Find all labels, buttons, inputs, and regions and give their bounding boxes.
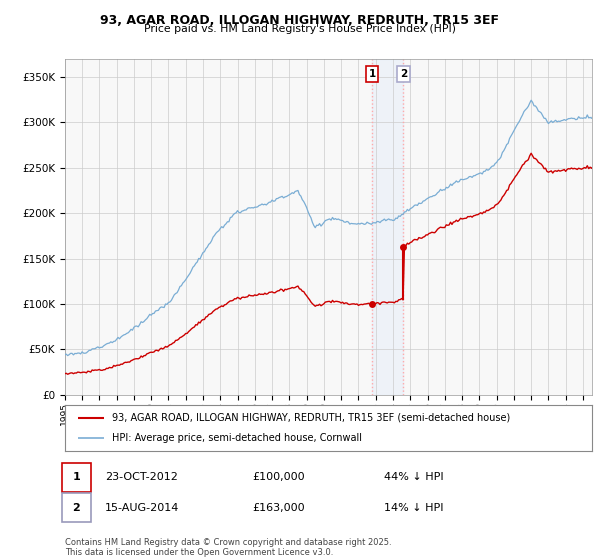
Text: 93, AGAR ROAD, ILLOGAN HIGHWAY, REDRUTH, TR15 3EF: 93, AGAR ROAD, ILLOGAN HIGHWAY, REDRUTH,…: [101, 14, 499, 27]
Text: 93, AGAR ROAD, ILLOGAN HIGHWAY, REDRUTH, TR15 3EF (semi-detached house): 93, AGAR ROAD, ILLOGAN HIGHWAY, REDRUTH,…: [112, 413, 511, 423]
Text: 23-OCT-2012: 23-OCT-2012: [105, 472, 178, 482]
Text: 44% ↓ HPI: 44% ↓ HPI: [384, 472, 443, 482]
Text: 2: 2: [400, 69, 407, 79]
Text: 1: 1: [73, 472, 80, 482]
Text: 1: 1: [368, 69, 376, 79]
Text: £163,000: £163,000: [252, 503, 305, 513]
Text: Contains HM Land Registry data © Crown copyright and database right 2025.
This d: Contains HM Land Registry data © Crown c…: [65, 538, 391, 557]
Text: 2: 2: [73, 503, 80, 513]
Text: £100,000: £100,000: [252, 472, 305, 482]
Text: 15-AUG-2014: 15-AUG-2014: [105, 503, 179, 513]
Text: 14% ↓ HPI: 14% ↓ HPI: [384, 503, 443, 513]
Text: HPI: Average price, semi-detached house, Cornwall: HPI: Average price, semi-detached house,…: [112, 433, 362, 443]
Bar: [372, 59, 403, 395]
Text: Price paid vs. HM Land Registry's House Price Index (HPI): Price paid vs. HM Land Registry's House …: [144, 24, 456, 34]
